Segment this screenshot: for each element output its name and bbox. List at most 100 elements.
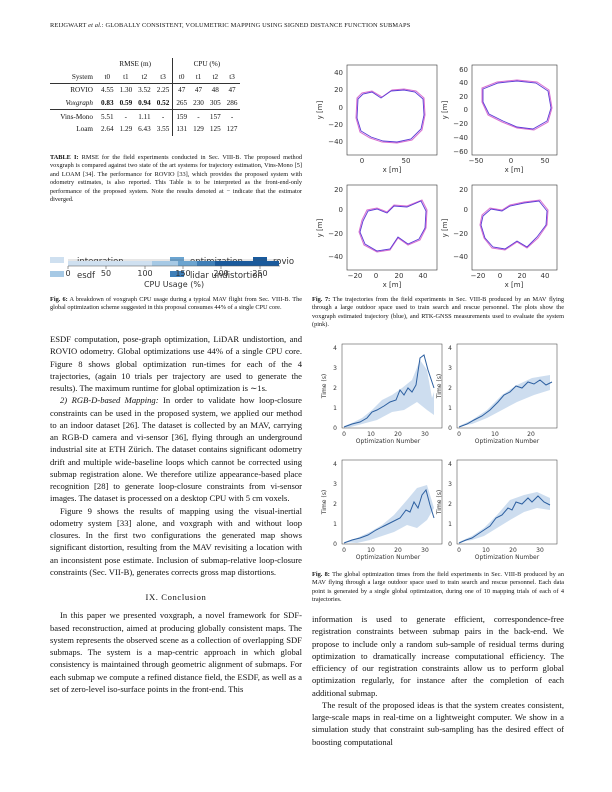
table-row: Vins-Mono 5.51 - 1.11 - 159 - 157 - — [50, 109, 240, 123]
table-cell: 1.29 — [119, 125, 133, 134]
y-tick: 1 — [448, 521, 452, 528]
y-tick: 2 — [333, 385, 337, 392]
table-cell: 2.25 — [156, 86, 170, 95]
table1-caption: TABLE I: RMSE for the field experiments … — [50, 154, 302, 204]
header-title: : GLOBALLY CONSISTENT, VOLUMETRIC MAPPIN… — [101, 22, 411, 29]
table-col-header: t3 — [153, 70, 173, 85]
table-row-name: ROVIO — [70, 86, 93, 95]
table-cell: - — [124, 112, 128, 121]
caption-label: Fig. 8: — [312, 571, 330, 578]
y-tick: 3 — [448, 365, 452, 372]
x-tick: 20 — [394, 431, 402, 438]
voxgraph-trajectory — [359, 200, 427, 252]
tick-label: 150 — [175, 269, 190, 278]
fig6-caption: Fig. 6: A breakdown of voxgraph CPU usag… — [50, 296, 302, 313]
header-authors: REIJGWART — [50, 22, 87, 29]
table-cell: 6.43 — [138, 125, 151, 134]
voxgraph-trajectory — [480, 200, 548, 250]
table-row: Loam 2.64 1.29 6.43 3.55 131 129 125 127 — [50, 122, 240, 136]
table-header-system: System — [50, 70, 98, 85]
table-col-header: t2 — [206, 70, 224, 85]
table-rmse-cpu: RMSE (m) CPU (%) System t0 t1 t2 t3 t0 t… — [50, 58, 241, 136]
x-tick: 50 — [402, 157, 411, 165]
table-cell: 1.30 — [119, 86, 133, 95]
table-cell: 125 — [209, 125, 221, 134]
confidence-band — [459, 375, 550, 426]
y-axis-label: Time (s) — [321, 490, 328, 515]
paragraph-text: In order to validate how loop-closure co… — [50, 395, 302, 504]
y-tick: 3 — [333, 365, 337, 372]
table-cell: 5.51 — [101, 112, 114, 121]
opt-time-plot-1: 4 3 2 1 0 0 10 20 30 Optimization Number… — [321, 343, 443, 445]
y-tick: 0 — [333, 541, 337, 548]
mean-line — [458, 495, 551, 544]
x-axis-label: Optimization Number — [356, 438, 421, 445]
tick-label: 50 — [101, 269, 111, 278]
voxgraph-trajectory — [356, 89, 425, 143]
confidence-band — [344, 485, 434, 543]
mean-line — [343, 488, 435, 544]
table-cell: 129 — [193, 125, 204, 134]
fig7-caption: Fig. 7: The trajectories from the field … — [312, 296, 564, 330]
x-axis-label: x [m] — [383, 281, 402, 289]
x-tick: 0 — [498, 272, 502, 280]
y-tick: 0 — [333, 425, 337, 432]
running-header: REIJGWART et al.: GLOBALLY CONSISTENT, V… — [50, 22, 410, 29]
paragraph: 2) RGB-D-based Mapping: In order to vali… — [50, 394, 302, 504]
caption-label: TABLE I: — [50, 154, 79, 161]
tick-label: 250 — [252, 269, 267, 278]
table-cell: 4.55 — [101, 86, 114, 95]
table-col-header: t2 — [135, 70, 154, 85]
x-tick: 0 — [374, 272, 378, 280]
table-col-header: t1 — [190, 70, 207, 85]
opt-time-plot-4: 4 3 2 1 0 0 10 20 30 Optimization Number… — [436, 459, 558, 561]
x-axis-label: Optimization Number — [356, 554, 421, 561]
paragraph: information is used to generate efficien… — [312, 614, 564, 698]
table-cell: 3.55 — [156, 125, 170, 134]
y-tick: 4 — [448, 461, 452, 468]
y-tick: 2 — [448, 385, 452, 392]
table-cell: 157 — [209, 112, 221, 121]
x-tick: 30 — [421, 431, 429, 438]
table-row-name: Loam — [76, 125, 93, 134]
paragraph: In this paper we presented voxgraph, a n… — [50, 610, 302, 694]
gnss-trajectory — [481, 79, 553, 131]
x-tick: −50 — [469, 157, 484, 165]
y-tick: 0 — [339, 104, 343, 112]
gnss-trajectory — [355, 88, 426, 144]
x-tick: −20 — [471, 272, 486, 280]
paragraph: Figure 9 shows the results of mapping us… — [50, 505, 302, 577]
y-tick: 40 — [334, 69, 343, 77]
y-tick: 1 — [333, 405, 337, 412]
confidence-band — [344, 360, 434, 428]
table-cell: - — [197, 112, 200, 121]
y-tick: −20 — [453, 120, 468, 128]
y-tick: 40 — [459, 79, 468, 87]
x-axis-label: CPU Usage (%) — [144, 280, 204, 289]
table-cell: 159 — [172, 109, 191, 123]
caption-label: Fig. 7: — [312, 296, 331, 303]
y-tick: 1 — [448, 405, 452, 412]
table-cell: 48 — [211, 86, 219, 95]
table-cell: 286 — [223, 96, 241, 111]
table-cell: 265 — [172, 96, 191, 111]
y-tick: 1 — [333, 521, 337, 528]
table-cell: 0.52 — [156, 99, 170, 108]
header-etal: et al. — [88, 22, 102, 29]
table-row-name: Vins-Mono — [60, 112, 93, 121]
bar-lidar — [197, 261, 215, 266]
table-col-header: t1 — [116, 70, 136, 85]
x-tick: 0 — [457, 547, 461, 554]
x-axis-label: Optimization Number — [475, 554, 540, 561]
paragraph: The result of the proposed ideas is that… — [312, 699, 564, 747]
x-tick: 10 — [367, 431, 375, 438]
x-tick: 10 — [482, 547, 490, 554]
table-cell: - — [230, 112, 234, 121]
x-tick: 20 — [527, 431, 535, 438]
x-tick: 20 — [395, 272, 404, 280]
tick-label: 200 — [213, 269, 228, 278]
table-row: Voxgraph 0.83 0.59 0.94 0.52 265 230 305… — [50, 96, 241, 111]
y-tick: 0 — [464, 206, 468, 214]
trajectory-plot-3: 20 0 −20 −40 −20 0 20 40 x [m] y [m] — [316, 184, 438, 289]
table-cell: - — [161, 112, 165, 121]
